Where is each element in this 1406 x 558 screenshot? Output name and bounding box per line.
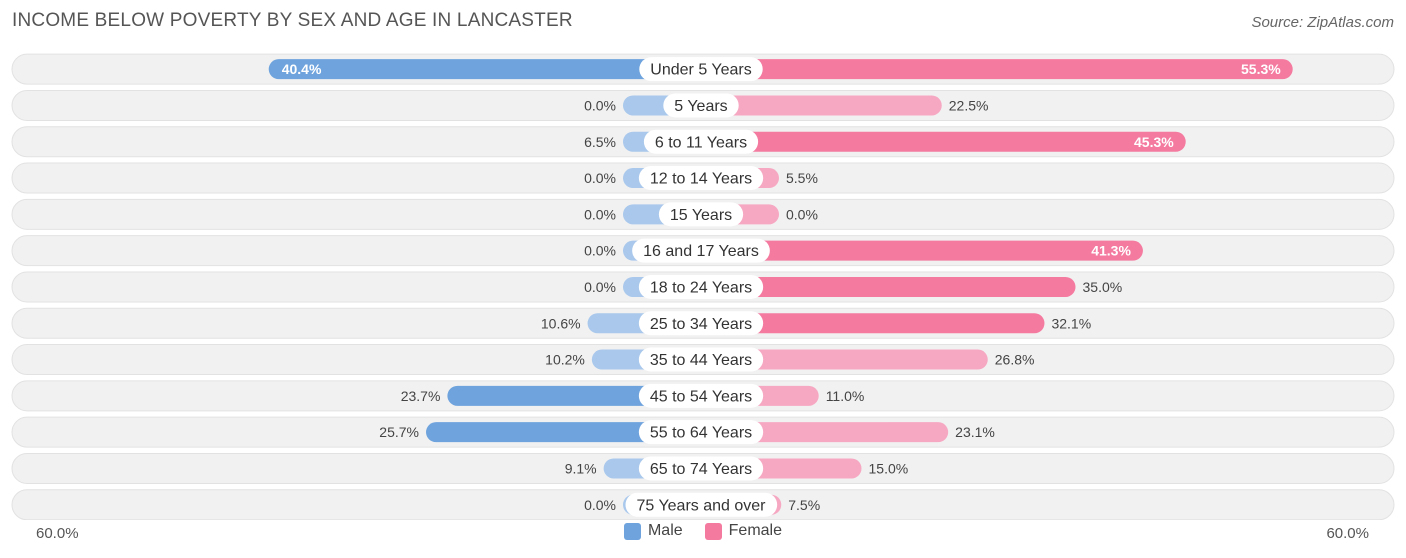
male-value-label: 0.0%	[584, 279, 616, 295]
category-label: 35 to 44 Years	[650, 352, 752, 369]
male-value-label: 0.0%	[584, 206, 616, 222]
chart-row: 9.1% 15.0% 65 to 74 Years	[11, 452, 1395, 484]
chart-row: 40.4% 55.3% Under 5 Years	[11, 53, 1395, 85]
chart-row: 6.5% 45.3% 6 to 11 Years	[11, 126, 1395, 158]
chart-row: 0.0% 5.5% 12 to 14 Years	[11, 162, 1395, 194]
male-bar[interactable]	[447, 385, 701, 406]
chart-row: 10.6% 32.1% 25 to 34 Years	[11, 307, 1395, 339]
category-pill	[638, 347, 764, 372]
category-label: 75 Years and over	[637, 497, 767, 514]
legend-swatch-female	[704, 522, 722, 540]
female-bar[interactable]	[701, 240, 1143, 261]
chart-row: 0.0% 22.5% 5 Years	[11, 89, 1395, 121]
female-bar[interactable]	[701, 59, 1293, 80]
female-value-label: 23.1%	[955, 424, 995, 440]
female-bar[interactable]	[701, 422, 949, 443]
category-pill	[638, 311, 764, 336]
category-pill	[638, 274, 764, 299]
category-label: Under 5 Years	[650, 62, 751, 79]
male-value-label: 25.7%	[379, 424, 419, 440]
category-pill	[638, 383, 764, 408]
axis-left-label: 60.0%	[36, 525, 79, 542]
male-bar[interactable]	[426, 422, 701, 443]
male-value-label: 0.0%	[584, 243, 616, 259]
female-value-label: 32.1%	[1051, 315, 1091, 331]
female-value-label: 35.0%	[1083, 279, 1123, 295]
category-label: 45 to 54 Years	[650, 388, 752, 405]
male-value-label: 0.0%	[584, 170, 616, 186]
male-value-label: 6.5%	[584, 134, 616, 150]
male-value-label: 10.2%	[545, 352, 585, 368]
female-bar[interactable]	[701, 131, 1186, 152]
female-value-label: 45.3%	[1134, 134, 1174, 150]
male-bar[interactable]	[268, 59, 701, 80]
female-value-label: 11.0%	[826, 388, 865, 404]
category-label: 55 to 64 Years	[650, 425, 752, 442]
chart-row: 23.7% 11.0% 45 to 54 Years	[11, 380, 1395, 412]
legend-item-female[interactable]: Female	[704, 522, 783, 540]
female-bar[interactable]	[701, 313, 1045, 334]
legend: Male Female	[0, 522, 1406, 540]
female-value-label: 7.5%	[788, 497, 820, 513]
female-value-label: 22.5%	[949, 97, 989, 113]
legend-item-male[interactable]: Male	[623, 522, 683, 540]
chart-source: Source: ZipAtlas.com	[1251, 14, 1394, 31]
category-label: 16 and 17 Years	[643, 243, 759, 260]
chart-canvas: 40.4% 55.3% Under 5 Years 0.0% 22.5% 5 Years 6…	[11, 53, 1395, 520]
chart-row: 0.0% 41.3% 16 and 17 Years	[11, 235, 1395, 267]
chart-row: 0.0% 7.5% 75 Years and over	[11, 489, 1395, 520]
female-value-label: 0.0%	[786, 206, 818, 222]
male-value-label: 9.1%	[565, 460, 597, 476]
category-label: 5 Years	[674, 98, 727, 115]
category-pill	[638, 166, 764, 191]
female-value-label: 41.3%	[1091, 243, 1131, 259]
category-pill	[643, 129, 759, 154]
category-label: 15 Years	[670, 207, 732, 224]
chart-row: 0.0% 0.0% 15 Years	[11, 198, 1395, 230]
chart-row: 25.7% 23.1% 55 to 64 Years	[11, 416, 1395, 448]
male-value-label: 40.4%	[282, 61, 322, 77]
category-label: 18 to 24 Years	[650, 279, 752, 296]
female-bar[interactable]	[701, 95, 942, 116]
male-value-label: 0.0%	[584, 97, 616, 113]
chart-title: INCOME BELOW POVERTY BY SEX AND AGE IN L…	[12, 10, 573, 31]
legend-label-female: Female	[728, 522, 783, 539]
category-pill	[663, 93, 739, 118]
category-label: 6 to 11 Years	[655, 134, 747, 151]
category-pill	[658, 202, 744, 227]
legend-label-male: Male	[647, 522, 683, 539]
female-value-label: 5.5%	[786, 170, 818, 186]
category-pill	[638, 420, 764, 445]
category-label: 12 to 14 Years	[650, 171, 752, 188]
male-value-label: 10.6%	[541, 315, 581, 331]
male-value-label: 0.0%	[584, 497, 616, 513]
female-value-label: 55.3%	[1241, 61, 1281, 77]
category-pill	[639, 57, 763, 82]
chart-row: 0.0% 35.0% 18 to 24 Years	[11, 271, 1395, 303]
category-label: 25 to 34 Years	[650, 316, 752, 333]
chart-row: 10.2% 26.8% 35 to 44 Years	[11, 344, 1395, 376]
female-bar[interactable]	[701, 349, 988, 370]
category-label: 65 to 74 Years	[650, 461, 752, 478]
category-pill	[632, 238, 770, 263]
female-value-label: 15.0%	[869, 460, 909, 476]
axis-right-label: 60.0%	[1326, 525, 1369, 542]
male-value-label: 23.7%	[401, 388, 441, 404]
female-value-label: 26.8%	[995, 352, 1035, 368]
female-bar[interactable]	[701, 276, 1076, 297]
category-pill	[625, 492, 778, 517]
legend-swatch-male	[623, 522, 641, 540]
category-pill	[638, 456, 764, 481]
